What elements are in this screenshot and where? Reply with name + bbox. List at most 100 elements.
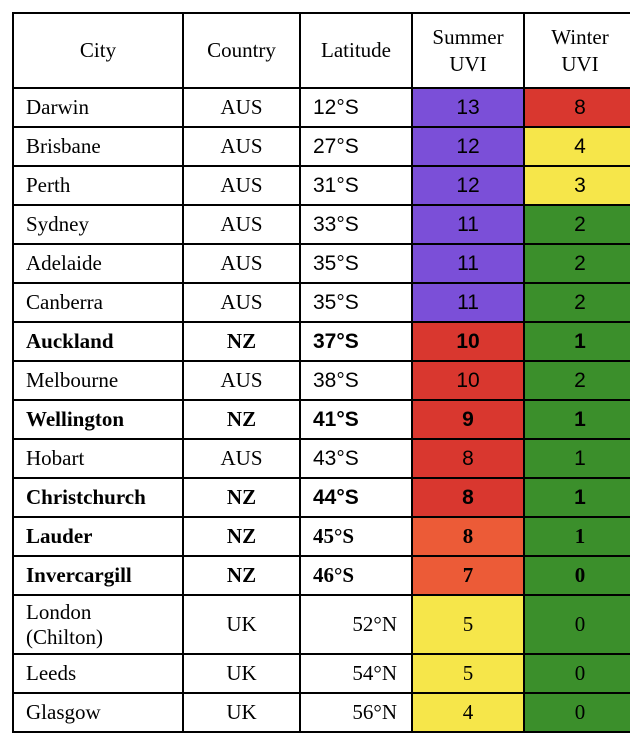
summer-uvi-cell: 12: [411, 126, 525, 167]
city: Leeds: [26, 661, 77, 685]
country-cell: NZ: [182, 555, 301, 596]
table-row: Sydney AUS 33°S 11 2: [12, 204, 630, 245]
winter-uvi: 1: [574, 485, 586, 509]
table-row: Lauder NZ 45°S 8 1: [12, 516, 630, 557]
country-cell: AUS: [182, 204, 301, 245]
city: Sydney: [26, 212, 89, 236]
winter-uvi: 1: [574, 524, 586, 548]
country: AUS: [220, 368, 263, 392]
summer-uvi: 11: [457, 251, 479, 275]
winter-uvi-cell: 1: [523, 438, 630, 479]
city-cell: Brisbane: [12, 126, 184, 167]
summer-uvi: 10: [456, 368, 480, 392]
table-row: Glasgow UK 56°N 4 0: [12, 692, 630, 733]
country-cell: NZ: [182, 477, 301, 518]
latitude: 54°N: [352, 661, 397, 685]
country: AUS: [220, 95, 263, 119]
city: Lauder: [26, 524, 93, 548]
latitude: 31°S: [313, 173, 359, 197]
city-cell: Canberra: [12, 282, 184, 323]
latitude: 33°S: [313, 212, 359, 236]
country-cell: NZ: [182, 399, 301, 440]
latitude-cell: 44°S: [299, 477, 413, 518]
summer-uvi: 12: [456, 134, 480, 158]
latitude-cell: 31°S: [299, 165, 413, 206]
summer-uvi: 11: [457, 212, 479, 236]
uvi-table: City Country Latitude Summer UVI Winter UVI …: [12, 12, 630, 733]
latitude: 52°N: [352, 612, 397, 636]
winter-uvi: 1: [574, 446, 586, 470]
country: AUS: [220, 212, 263, 236]
latitude-cell: 38°S: [299, 360, 413, 401]
summer-uvi: 9: [462, 407, 474, 431]
winter-uvi-cell: 1: [523, 516, 630, 557]
header-text: Winter UVI: [551, 24, 609, 76]
summer-uvi-cell: 9: [411, 399, 525, 440]
winter-uvi: 3: [574, 173, 586, 197]
winter-uvi-cell: 8: [523, 87, 630, 128]
city: Wellington: [26, 407, 125, 431]
latitude-cell: 54°N: [299, 653, 413, 694]
city-cell: Christchurch: [12, 477, 184, 518]
header-text: City: [79, 38, 117, 62]
latitude-cell: 33°S: [299, 204, 413, 245]
city-cell: Melbourne: [12, 360, 184, 401]
winter-uvi: 2: [574, 290, 586, 314]
winter-uvi-cell: 0: [523, 555, 630, 596]
latitude-cell: 43°S: [299, 438, 413, 479]
summer-uvi: 4: [462, 700, 474, 724]
table-row: Auckland NZ 37°S 10 1: [12, 321, 630, 362]
country-cell: AUS: [182, 282, 301, 323]
latitude: 12°S: [313, 95, 359, 119]
city: Adelaide: [26, 251, 102, 275]
latitude: 35°S: [313, 290, 359, 314]
winter-uvi: 0: [574, 612, 586, 636]
country-cell: UK: [182, 692, 301, 733]
header-text: Summer UVI: [432, 24, 504, 76]
latitude: 56°N: [352, 700, 397, 724]
latitude-cell: 12°S: [299, 87, 413, 128]
winter-uvi-cell: 3: [523, 165, 630, 206]
summer-uvi-cell: 11: [411, 243, 525, 284]
latitude: 46°S: [313, 563, 355, 587]
summer-uvi: 12: [456, 173, 480, 197]
winter-uvi-cell: 4: [523, 126, 630, 167]
winter-uvi: 8: [574, 95, 586, 119]
country: NZ: [226, 485, 257, 509]
table-body: Darwin AUS 12°S 13 8 Brisbane AUS 27°S 12 4 Perth A…: [12, 87, 630, 733]
latitude: 35°S: [313, 251, 359, 275]
city-cell: Hobart: [12, 438, 184, 479]
table-row: Leeds UK 54°N 5 0: [12, 653, 630, 694]
city-cell: Leeds: [12, 653, 184, 694]
header-cell: Country: [182, 12, 301, 89]
winter-uvi-cell: 2: [523, 204, 630, 245]
header-cell: Summer UVI: [411, 12, 525, 89]
summer-uvi: 10: [456, 329, 480, 353]
latitude: 38°S: [313, 368, 359, 392]
country-cell: AUS: [182, 126, 301, 167]
latitude-cell: 41°S: [299, 399, 413, 440]
city-cell: Darwin: [12, 87, 184, 128]
summer-uvi-cell: 10: [411, 360, 525, 401]
winter-uvi-cell: 0: [523, 692, 630, 733]
country: NZ: [226, 407, 257, 431]
header-cell: Latitude: [299, 12, 413, 89]
city-cell: Lauder: [12, 516, 184, 557]
winter-uvi: 0: [574, 563, 586, 587]
winter-uvi-cell: 1: [523, 321, 630, 362]
latitude-cell: 45°S: [299, 516, 413, 557]
winter-uvi: 0: [574, 661, 586, 685]
city: Perth: [26, 173, 71, 197]
summer-uvi: 11: [457, 290, 479, 314]
winter-uvi: 1: [574, 407, 586, 431]
city-cell: London (Chilton): [12, 594, 184, 655]
country-cell: AUS: [182, 165, 301, 206]
winter-uvi-cell: 2: [523, 360, 630, 401]
winter-uvi-cell: 0: [523, 594, 630, 655]
latitude-cell: 52°N: [299, 594, 413, 655]
summer-uvi-cell: 8: [411, 516, 525, 557]
city: London (Chilton): [26, 599, 103, 649]
city: Melbourne: [26, 368, 119, 392]
country: NZ: [226, 524, 257, 548]
table-row: Canberra AUS 35°S 11 2: [12, 282, 630, 323]
